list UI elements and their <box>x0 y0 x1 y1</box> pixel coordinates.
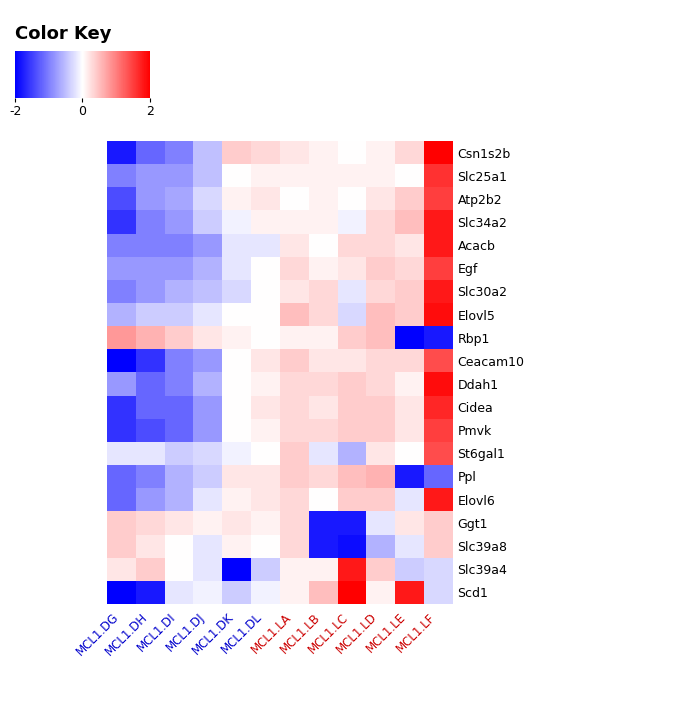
Text: MCL1.LD: MCL1.LD <box>334 611 380 656</box>
Text: MCL1.DL: MCL1.DL <box>219 611 265 656</box>
Text: MCL1.LC: MCL1.LC <box>306 611 351 656</box>
Text: MCL1.LE: MCL1.LE <box>364 611 408 655</box>
Text: MCL1.DK: MCL1.DK <box>190 611 236 657</box>
Text: Color Key: Color Key <box>15 25 112 43</box>
Text: MCL1.DI: MCL1.DI <box>135 611 179 654</box>
Text: MCL1.LF: MCL1.LF <box>393 611 437 654</box>
Text: MCL1.DH: MCL1.DH <box>103 611 150 658</box>
Text: MCL1.LA: MCL1.LA <box>248 611 294 656</box>
Text: MCL1.LB: MCL1.LB <box>277 611 323 656</box>
Text: MCL1.DG: MCL1.DG <box>74 611 121 658</box>
Text: MCL1.DJ: MCL1.DJ <box>164 611 208 654</box>
